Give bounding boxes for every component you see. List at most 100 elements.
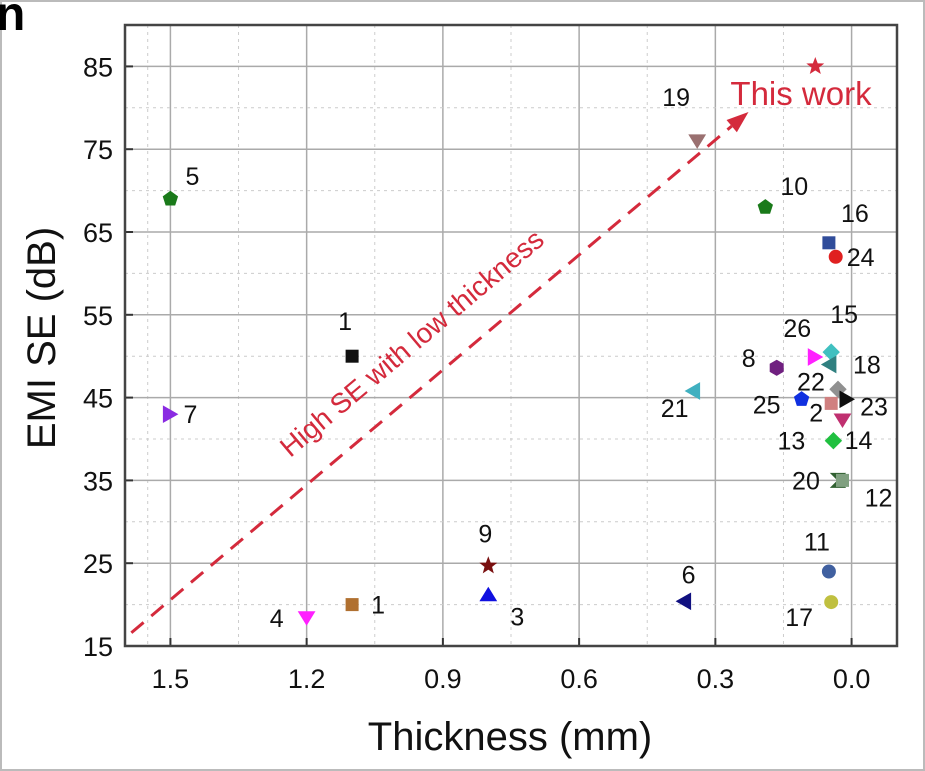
point-label: 20: [792, 467, 820, 495]
marker-diamond: [824, 431, 843, 450]
marker-tri-left: [684, 382, 701, 400]
point-label: 13: [778, 428, 806, 456]
point-label: 11: [804, 528, 830, 556]
point-label: 8: [742, 345, 756, 373]
point-label: 1: [338, 308, 352, 336]
data-point: [824, 595, 839, 610]
y-tick-label: 45: [83, 384, 113, 414]
marker-tri-right: [839, 390, 856, 409]
data-point: [839, 390, 856, 409]
marker-tri-down: [297, 611, 316, 626]
data-point: [345, 598, 359, 612]
y-tick-label: 55: [83, 301, 113, 331]
marker-square: [836, 473, 849, 487]
panel-label: n: [0, 0, 25, 41]
data-point: [675, 592, 692, 611]
data-point: [821, 564, 836, 579]
point-label: 19: [662, 84, 690, 112]
data-point: [806, 56, 825, 75]
data-point: [824, 431, 843, 450]
data-point: [822, 343, 840, 361]
y-tick-label: 65: [83, 218, 113, 248]
point-label: 4: [270, 605, 284, 633]
point-label: 1: [371, 592, 385, 620]
data-point: [793, 391, 810, 406]
marker-tri-left: [675, 592, 692, 611]
marker-circle: [824, 595, 839, 610]
marker-pentagon: [162, 190, 179, 206]
point-label: 23: [860, 393, 888, 421]
point-label: 2: [809, 399, 823, 427]
data-point: [297, 611, 316, 626]
data-point: [757, 199, 773, 214]
point-label: 21: [661, 395, 689, 423]
data-point: [684, 382, 701, 400]
data-point: [162, 190, 179, 206]
x-axis-title: Thickness (mm): [368, 715, 652, 759]
point-label: 6: [682, 561, 696, 589]
marker-diamond: [822, 343, 840, 361]
plot-border: [123, 23, 899, 648]
point-label: 16: [841, 200, 869, 228]
grid: [125, 24, 897, 647]
point-label: 18: [853, 351, 881, 379]
annotation-group: High SE with low thickness This work: [130, 75, 872, 634]
marker-circle: [828, 249, 843, 264]
point-label: 5: [185, 163, 199, 191]
point-label: 15: [830, 301, 858, 329]
marker-tri-right: [162, 405, 179, 424]
data-point: [769, 359, 784, 376]
x-tick-label: 0.0: [833, 664, 871, 694]
data-point: [836, 473, 849, 487]
x-tick-label: 0.6: [560, 664, 598, 694]
marker-square: [824, 396, 838, 410]
data-point: [479, 556, 498, 574]
y-tick-label: 15: [83, 632, 113, 662]
marker-circle: [821, 564, 836, 579]
marker-square: [345, 349, 359, 363]
trend-arrow-line: [130, 124, 733, 634]
point-label: 9: [478, 521, 492, 549]
data-point: [345, 349, 359, 363]
point-label: 24: [847, 244, 875, 272]
marker-pentagon: [757, 199, 773, 214]
y-tick-label: 35: [83, 466, 113, 496]
data-point: [822, 236, 836, 250]
marker-pentagon: [793, 391, 810, 406]
data-point: [828, 249, 843, 264]
marker-star: [806, 56, 825, 75]
x-tick-label: 0.3: [697, 664, 735, 694]
marker-square: [345, 598, 359, 612]
marker-square: [822, 236, 836, 250]
x-tick-label: 0.9: [424, 664, 462, 694]
point-label: 7: [183, 401, 197, 429]
data-point: [807, 348, 824, 366]
marker-hexagon: [769, 359, 784, 376]
marker-tri-down: [688, 134, 707, 149]
data-point: [833, 413, 852, 428]
y-tick-label: 75: [83, 135, 113, 165]
x-tick-label: 1.2: [288, 664, 326, 694]
point-label: 17: [785, 604, 813, 632]
y-tick-label: 85: [83, 52, 113, 82]
point-label: 3: [510, 604, 524, 632]
data-point: [479, 586, 498, 602]
point-label: 25: [753, 391, 781, 419]
y-tick-label: 25: [83, 549, 113, 579]
marker-tri-down: [833, 413, 852, 428]
this-work-label: This work: [730, 75, 872, 112]
data-point: [162, 405, 179, 424]
marker-tri-left: [820, 355, 837, 374]
marker-tri-right: [807, 348, 824, 366]
data-point: [688, 134, 707, 149]
marker-star: [479, 556, 498, 574]
x-tick-label: 1.5: [152, 664, 190, 694]
annotation-text: High SE with low thickness: [274, 223, 550, 462]
data-point: [824, 396, 838, 410]
data-point: [820, 355, 837, 374]
point-label: 12: [865, 484, 893, 512]
